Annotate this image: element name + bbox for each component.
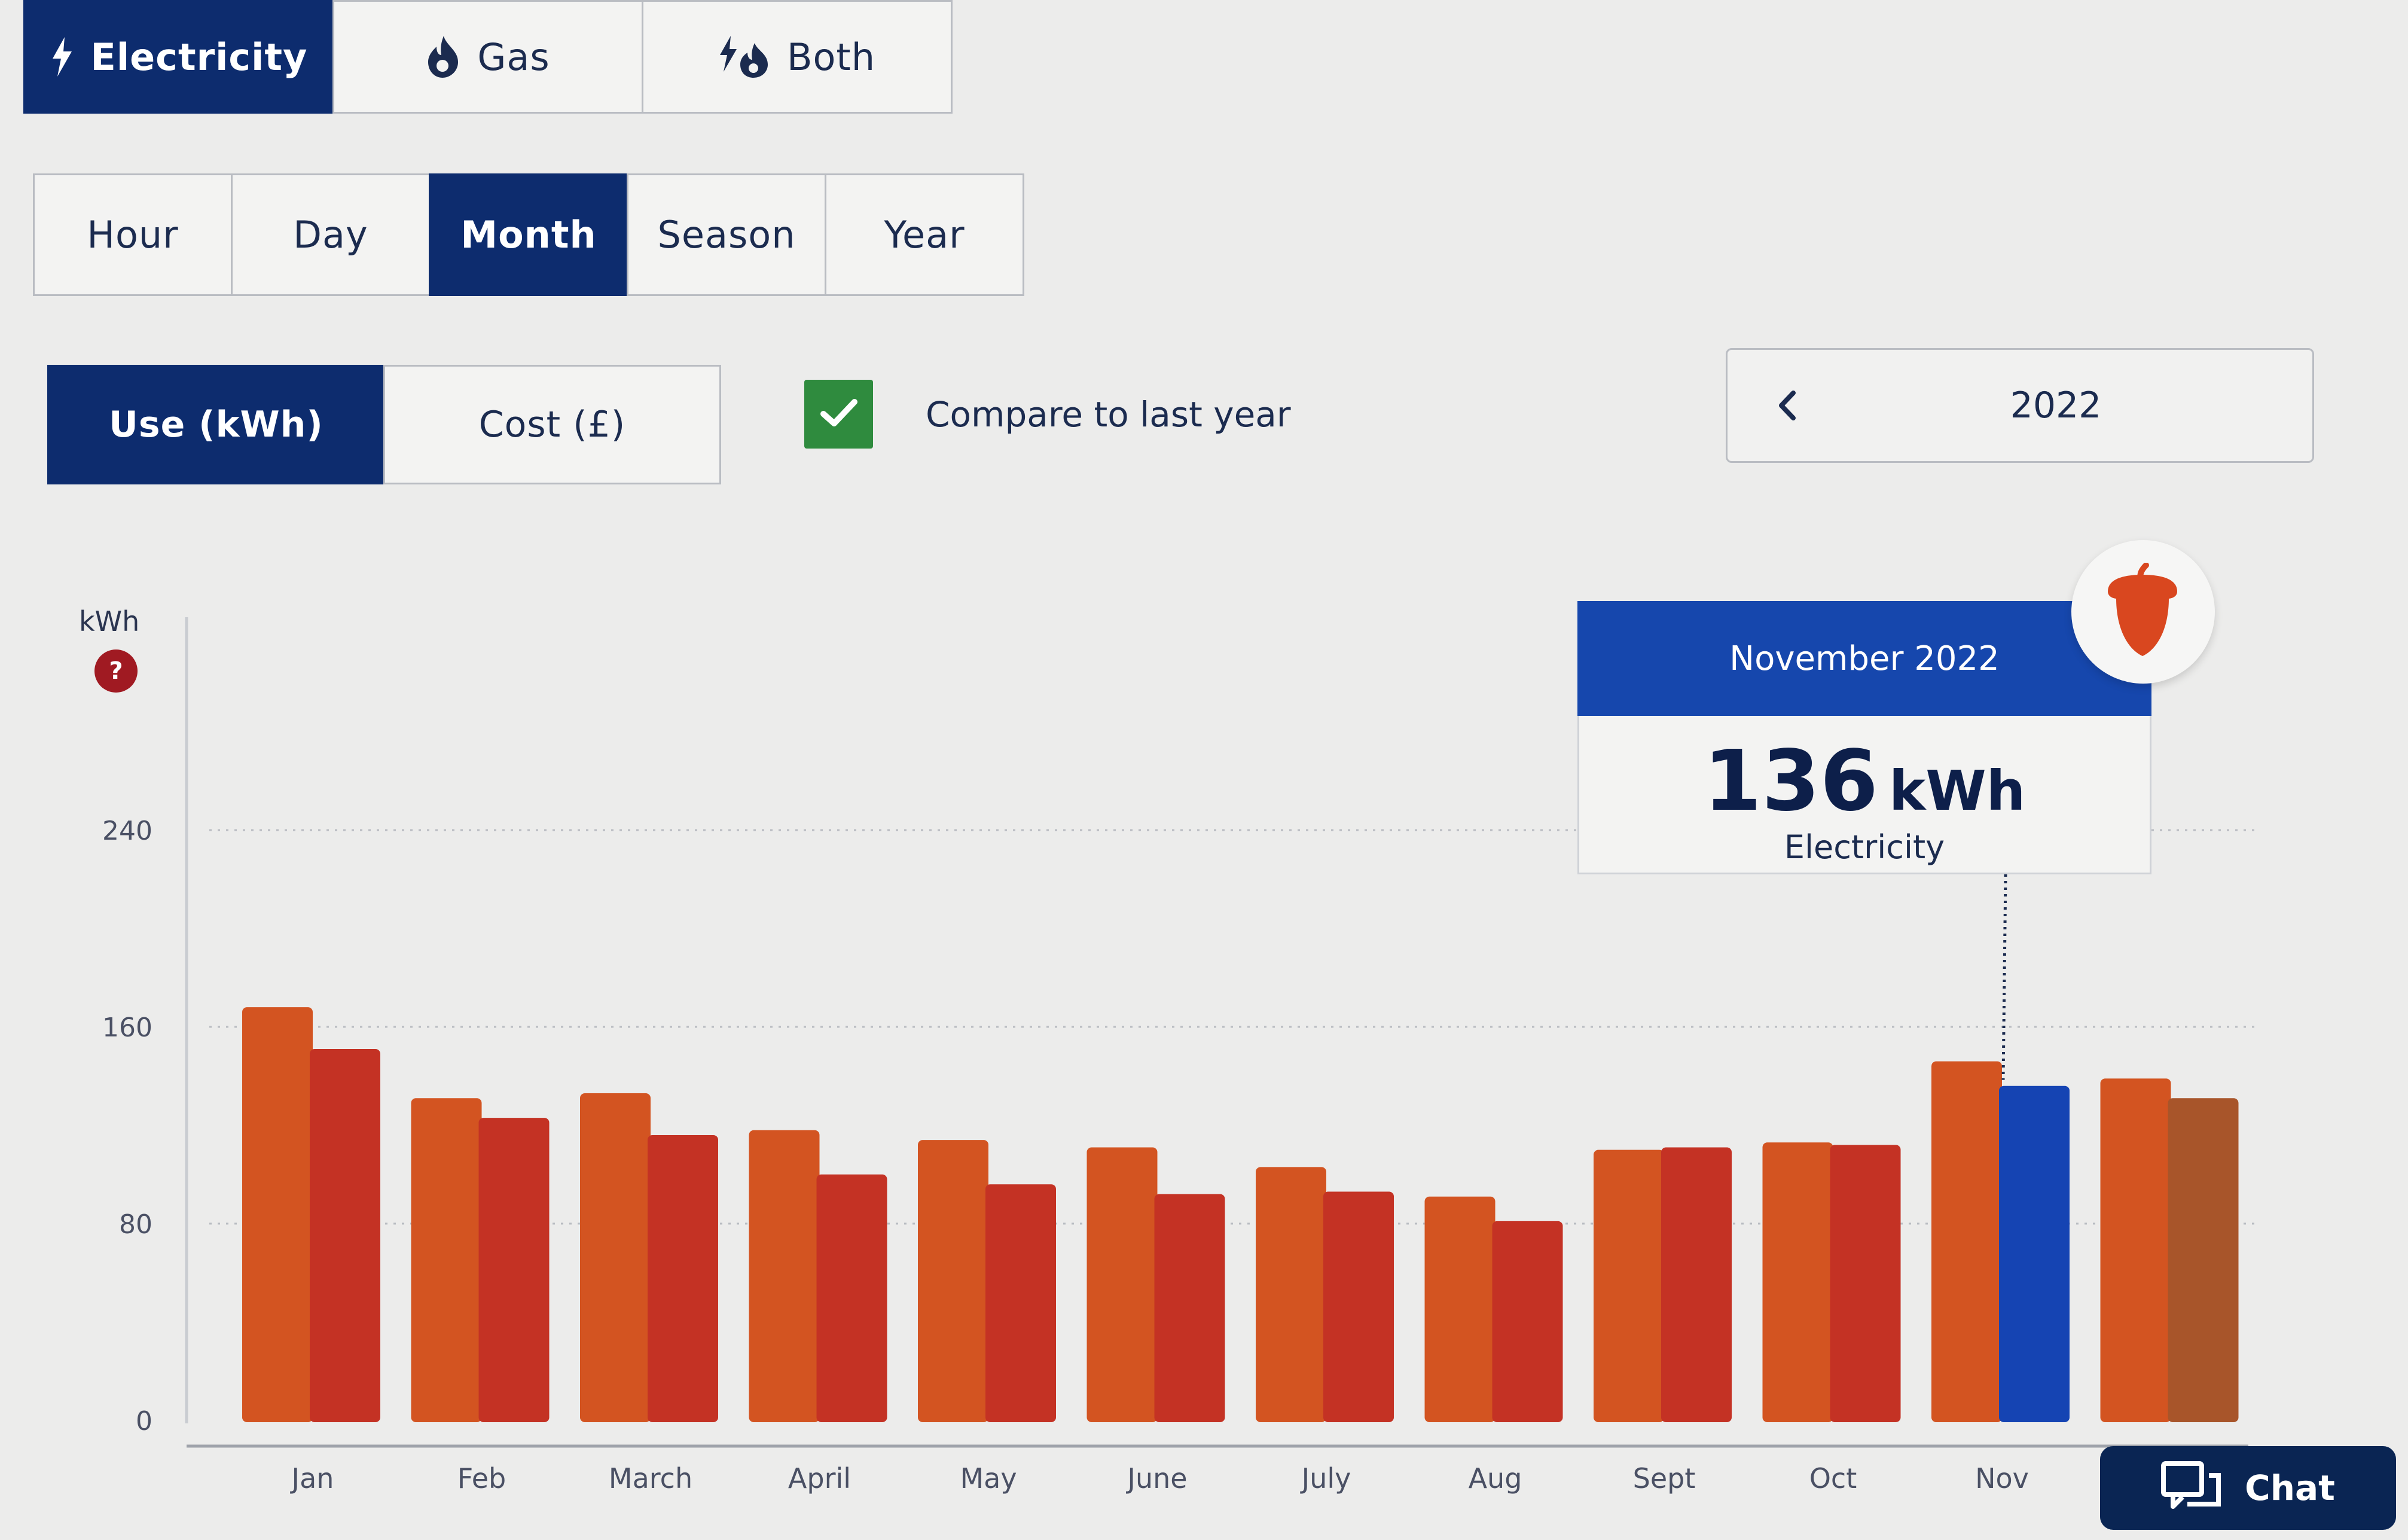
x-tick-label: Aug bbox=[1469, 1462, 1522, 1495]
tab-hour[interactable]: Hour bbox=[33, 173, 233, 296]
help-icon[interactable]: ? bbox=[94, 649, 138, 693]
bar-dec-s2[interactable] bbox=[2168, 1098, 2239, 1422]
acorn-badge bbox=[2071, 540, 2215, 684]
y-tick-label: 240 bbox=[102, 816, 152, 846]
tab-gas-label: Gas bbox=[477, 35, 550, 79]
tab-month[interactable]: Month bbox=[429, 173, 628, 296]
x-tick-label: Sept bbox=[1633, 1462, 1696, 1495]
compare-label: Compare to last year bbox=[926, 394, 1291, 435]
tab-use-kwh[interactable]: Use (kWh) bbox=[47, 365, 385, 484]
x-tick-label: Nov bbox=[1975, 1462, 2029, 1495]
bar-april-s2[interactable] bbox=[816, 1174, 887, 1422]
x-tick-label: April bbox=[788, 1462, 851, 1495]
bar-sept-s2[interactable] bbox=[1661, 1147, 1732, 1422]
bar-oct-s1[interactable] bbox=[1762, 1142, 1833, 1422]
year-picker: 2022 bbox=[1726, 348, 2314, 463]
bar-aug-s2[interactable] bbox=[1492, 1221, 1563, 1422]
checkmark-icon bbox=[820, 398, 858, 431]
x-tick-label: March bbox=[609, 1462, 692, 1495]
bar-sept-s1[interactable] bbox=[1594, 1149, 1664, 1422]
selected-year: 2022 bbox=[2010, 385, 2102, 426]
bar-may-s1[interactable] bbox=[918, 1140, 988, 1422]
compare-checkbox[interactable] bbox=[804, 380, 873, 449]
chart-tooltip: November 2022 136 kWh Electricity bbox=[1577, 601, 2151, 874]
bar-july-s2[interactable] bbox=[1323, 1191, 1394, 1422]
x-tick-label: Jan bbox=[290, 1462, 334, 1495]
bar-feb-s2[interactable] bbox=[478, 1118, 550, 1422]
bar-june-s1[interactable] bbox=[1087, 1147, 1158, 1422]
tooltip-value: 136 bbox=[1703, 733, 1879, 830]
bar-june-s2[interactable] bbox=[1154, 1194, 1225, 1422]
bar-nov-s2[interactable] bbox=[1999, 1085, 2070, 1422]
y-axis-label: kWh bbox=[79, 605, 140, 638]
y-tick-label: 80 bbox=[119, 1209, 152, 1240]
bar-july-s1[interactable] bbox=[1256, 1167, 1326, 1422]
fuel-tabs: Electricity Gas Both bbox=[23, 0, 953, 114]
bar-jan-s1[interactable] bbox=[242, 1007, 313, 1422]
bar-dec-s1[interactable] bbox=[2100, 1078, 2171, 1422]
tab-both-label: Both bbox=[786, 35, 876, 79]
tooltip-fuel: Electricity bbox=[1784, 828, 1945, 866]
y-tick-label: 160 bbox=[102, 1013, 152, 1043]
chat-icon bbox=[2161, 1461, 2221, 1515]
tab-cost[interactable]: Cost (£) bbox=[383, 365, 721, 484]
lightning-icon bbox=[50, 37, 74, 77]
bar-jan-s2[interactable] bbox=[310, 1049, 380, 1422]
tooltip-title: November 2022 bbox=[1577, 601, 2151, 716]
bar-march-s1[interactable] bbox=[580, 1093, 651, 1422]
bar-nov-s1[interactable] bbox=[1931, 1061, 2002, 1422]
bar-april-s1[interactable] bbox=[749, 1130, 820, 1422]
tab-day[interactable]: Day bbox=[231, 173, 431, 296]
acorn-icon bbox=[2098, 562, 2188, 661]
tooltip-unit: kWh bbox=[1889, 759, 2026, 823]
lightning-flame-icon bbox=[719, 36, 770, 78]
x-tick-label: Oct bbox=[1809, 1462, 1857, 1495]
tab-season[interactable]: Season bbox=[627, 173, 826, 296]
flame-icon bbox=[426, 36, 460, 78]
tab-both[interactable]: Both bbox=[642, 0, 953, 114]
bar-may-s2[interactable] bbox=[985, 1184, 1056, 1422]
previous-year-button[interactable] bbox=[1757, 374, 1817, 440]
chevron-left-icon bbox=[1778, 391, 1797, 423]
x-tick-label: July bbox=[1300, 1462, 1351, 1495]
unit-tabs: Use (kWh) Cost (£) bbox=[47, 365, 721, 484]
tab-year[interactable]: Year bbox=[825, 173, 1024, 296]
tooltip-pointer-line bbox=[2001, 874, 2007, 1080]
period-tabs: Hour Day Month Season Year bbox=[33, 173, 1024, 296]
chat-button[interactable]: Chat bbox=[2100, 1446, 2396, 1530]
tab-electricity[interactable]: Electricity bbox=[23, 0, 334, 114]
bar-feb-s1[interactable] bbox=[411, 1098, 482, 1422]
bar-aug-s1[interactable] bbox=[1424, 1196, 1496, 1422]
x-tick-label: May bbox=[960, 1462, 1017, 1495]
bar-march-s2[interactable] bbox=[648, 1135, 718, 1422]
x-tick-label: Feb bbox=[457, 1462, 506, 1495]
compare-toggle: Compare to last year bbox=[804, 380, 1291, 449]
x-tick-label: June bbox=[1125, 1462, 1187, 1495]
chat-label: Chat bbox=[2245, 1468, 2335, 1508]
bar-oct-s2[interactable] bbox=[1830, 1145, 1901, 1422]
tooltip-body: 136 kWh Electricity bbox=[1577, 716, 2151, 874]
y-tick-label: 0 bbox=[136, 1406, 152, 1437]
tab-electricity-label: Electricity bbox=[90, 35, 308, 79]
